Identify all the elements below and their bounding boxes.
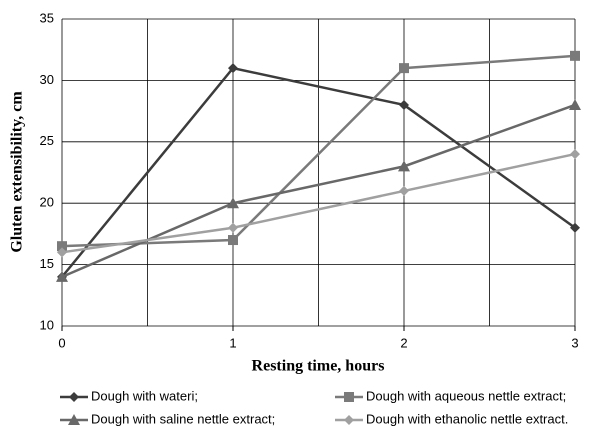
x-axis-title: Resting time, hours — [252, 358, 385, 375]
legend-marker — [69, 392, 79, 402]
marker — [398, 160, 410, 172]
series-line — [61, 54, 576, 248]
legend-marker — [344, 392, 354, 402]
marker — [399, 99, 409, 110]
x-tick-label: 0 — [58, 335, 65, 350]
marker — [57, 247, 67, 258]
legend-label: Dough with wateri; — [91, 388, 198, 403]
x-tick-label: 1 — [229, 335, 236, 350]
y-tick-label: 30 — [40, 72, 54, 87]
marker — [228, 63, 238, 74]
marker — [570, 149, 580, 160]
marker — [570, 222, 580, 233]
marker — [228, 235, 238, 246]
marker — [399, 63, 409, 74]
series-line — [61, 152, 576, 254]
legend-label: Dough with aqueous nettle extract; — [366, 388, 566, 403]
y-tick-label: 20 — [40, 195, 54, 210]
legend-marker — [344, 415, 354, 425]
y-tick-label: 35 — [40, 10, 54, 25]
marker — [228, 222, 238, 233]
marker — [399, 185, 409, 196]
marker — [57, 241, 67, 252]
marker — [569, 98, 581, 110]
series-line — [61, 66, 576, 278]
marker — [56, 270, 68, 282]
y-tick-label: 10 — [40, 317, 54, 332]
x-tick-label: 3 — [571, 335, 578, 350]
legend-label: Dough with saline nettle extract; — [91, 411, 275, 426]
x-tick-label: 2 — [400, 335, 407, 350]
legend-label: Dough with ethanolic nettle extract. — [366, 411, 568, 426]
y-tick-label: 15 — [40, 256, 54, 271]
y-axis-title: Gluten extensibility, cm — [9, 91, 26, 253]
marker — [570, 50, 580, 61]
legend-marker — [68, 414, 80, 425]
y-tick-label: 25 — [40, 133, 54, 148]
marker — [227, 197, 239, 209]
